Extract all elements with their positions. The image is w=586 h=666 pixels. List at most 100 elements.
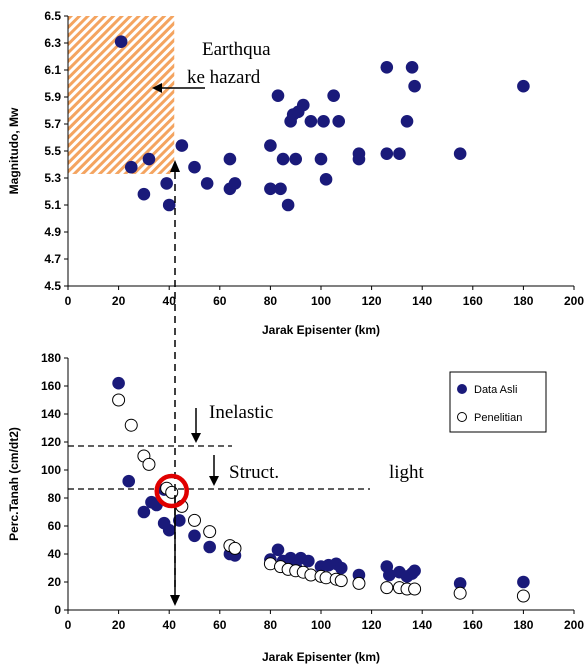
acceleration-point-series-1 (112, 376, 125, 390)
acceleration-x-label: Jarak Episenter (km) (262, 650, 380, 664)
acceleration-x-tick-label: 160 (463, 618, 483, 632)
magnitude-point-series-1 (200, 177, 214, 190)
acceleration-points (112, 376, 530, 603)
legend-label-penelitian: Penelitian (474, 412, 522, 424)
acceleration-chart: 0 20 40 60 80 100 120 140 160 180 200 0 20 40 60 80 100 1… (7, 351, 584, 664)
struct-label: Struct. (229, 462, 279, 483)
magnitude-y-tick-label: 5.3 (44, 171, 61, 185)
acceleration-point-series-2 (408, 582, 422, 596)
magnitude-y-tick-label: 5.5 (44, 144, 61, 158)
legend-label-data-asli: Data Asli (474, 384, 517, 396)
acceleration-x-tick-label: 0 (65, 618, 72, 632)
magnitude-point-series-1 (137, 187, 151, 201)
acceleration-point-series-1 (383, 568, 396, 582)
magnitude-point-series-1 (289, 152, 303, 166)
magnitude-point-series-1 (175, 139, 189, 152)
magnitude-x-tick-label: 0 (65, 294, 72, 308)
magnitude-point-series-1 (408, 79, 421, 93)
acceleration-x-tick-label: 40 (163, 618, 177, 632)
magnitude-point-series-1 (380, 147, 394, 160)
magnitude-point-series-1 (228, 177, 242, 190)
acceleration-y-tick-label: 100 (41, 463, 61, 477)
magnitude-x-label: Jarak Episenter (km) (262, 323, 380, 337)
acceleration-x-tick-label: 180 (513, 618, 533, 632)
magnitude-y-tick-label: 4.7 (44, 252, 61, 266)
acceleration-point-series-1 (122, 474, 136, 488)
magnitude-point-series-1 (223, 152, 237, 166)
acceleration-y-tick-label: 0 (54, 603, 61, 617)
magnitude-point-series-1 (264, 139, 277, 152)
acceleration-point-series-2 (334, 574, 348, 588)
acceleration-y-tick-label: 60 (48, 519, 62, 533)
legend-box (449, 371, 547, 433)
acceleration-x-tick-label: 100 (311, 618, 331, 632)
magnitude-point-series-1 (405, 61, 419, 74)
highlight-circle (154, 473, 189, 509)
acceleration-point-series-2 (188, 513, 201, 527)
magnitude-point-series-1 (327, 89, 340, 102)
magnitude-point-series-1 (114, 35, 128, 48)
magnitude-point-series-1 (276, 152, 290, 166)
magnitude-points (114, 35, 530, 212)
light-label: light (389, 462, 425, 483)
acceleration-y-tick-label: 160 (41, 379, 61, 393)
legend-marker-penelitian (457, 412, 467, 422)
magnitude-x-tick-label: 200 (564, 294, 584, 308)
magnitude-x-tick-label: 120 (362, 294, 382, 308)
magnitude-point-series-1 (319, 173, 333, 186)
acceleration-y-tick-label: 180 (41, 351, 61, 365)
magnitude-x-tick-label: 100 (311, 294, 331, 308)
acceleration-y-label: Perc.Tanah (cm/dt2) (7, 427, 21, 541)
acceleration-point-series-1 (203, 540, 216, 554)
magnitude-point-series-1 (314, 152, 328, 166)
hazard-label-line2: ke hazard (187, 67, 261, 88)
magnitude-point-series-1 (124, 160, 138, 174)
acceleration-x-tick-label: 60 (213, 618, 227, 632)
acceleration-point-series-1 (334, 561, 348, 575)
acceleration-point-series-1 (302, 554, 315, 568)
magnitude-y-tick-label: 6.3 (44, 36, 61, 50)
connector-arrow-down (170, 595, 180, 606)
magnitude-x-tick-label: 160 (463, 294, 483, 308)
acceleration-point-series-1 (517, 575, 530, 589)
acceleration-point-series-2 (142, 457, 156, 471)
acceleration-y-tick-label: 80 (48, 491, 62, 505)
acceleration-x-tick-label: 120 (362, 618, 382, 632)
acceleration-x-tick-label: 200 (564, 618, 584, 632)
legend: Data Asli Penelitian (449, 371, 547, 433)
magnitude-point-series-1 (332, 115, 346, 128)
magnitude-point-series-1 (296, 98, 310, 112)
magnitude-x-tick-label: 20 (112, 294, 126, 308)
acceleration-x-tick-label: 20 (112, 618, 126, 632)
acceleration-y-tick-label: 120 (41, 435, 61, 449)
acceleration-ticks: 0 20 40 60 80 100 120 140 160 180 200 0 20 40 60 80 100 1… (41, 351, 584, 632)
magnitude-x-tick-label: 80 (264, 294, 278, 308)
acceleration-point-series-1 (188, 529, 201, 543)
acceleration-point-series-1 (271, 543, 285, 557)
magnitude-point-series-1 (162, 198, 176, 212)
inelastic-label: Inelastic (209, 402, 273, 423)
acceleration-point-series-2 (112, 393, 126, 407)
magnitude-point-series-1 (188, 160, 201, 174)
hazard-arrow-head (152, 83, 162, 93)
acceleration-point-series-2 (165, 485, 179, 499)
magnitude-y-label: Magnitudo, Mw (7, 107, 21, 194)
magnitude-point-series-1 (517, 79, 530, 93)
magnitude-ticks: 0 20 40 60 80 100 120 140 160 180 200 4.5 4.7 4.9 5.1 5… (44, 9, 584, 308)
magnitude-point-series-1 (264, 182, 277, 196)
hazard-label-line1: Earthqua (202, 39, 271, 60)
magnitude-point-series-1 (160, 177, 173, 190)
magnitude-point-series-1 (271, 89, 285, 102)
magnitude-point-series-1 (317, 115, 330, 128)
magnitude-point-series-1 (352, 152, 366, 166)
acceleration-y-tick-label: 140 (41, 407, 61, 421)
magnitude-point-series-1 (304, 115, 318, 128)
magnitude-x-tick-label: 180 (513, 294, 533, 308)
magnitude-chart: 0 20 40 60 80 100 120 140 160 180 200 4.5 4.7 4.9 5.1 5… (7, 9, 584, 337)
acceleration-point-series-2 (203, 525, 217, 539)
magnitude-y-tick-label: 4.5 (44, 279, 61, 293)
acceleration-x-tick-label: 80 (264, 618, 278, 632)
acceleration-point-series-1 (137, 505, 151, 519)
acceleration-y-tick-label: 40 (48, 547, 62, 561)
